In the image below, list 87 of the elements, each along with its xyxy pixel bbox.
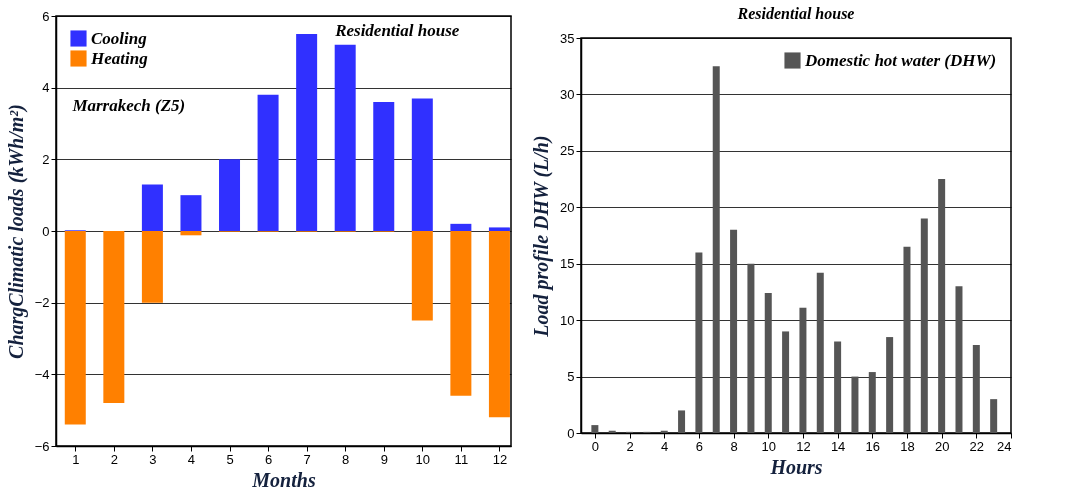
bar (64, 231, 86, 425)
bar (488, 227, 510, 231)
legend-label: Cooling (91, 28, 148, 48)
x-tick-label: 8 (730, 438, 738, 454)
bar (816, 272, 824, 433)
y-tick-label: 15 (560, 256, 575, 272)
bar (851, 376, 859, 433)
x-tick-label: 12 (796, 438, 811, 454)
x-tick-label: 8 (342, 451, 350, 467)
bar (141, 184, 163, 231)
x-tick-label: 2 (626, 438, 634, 454)
bar (764, 293, 772, 433)
bar (990, 399, 998, 433)
x-tick-label: 16 (865, 438, 881, 454)
chart-title: Residential house (736, 5, 855, 22)
y-tick-label: 35 (560, 30, 575, 46)
bar (450, 231, 472, 396)
y-tick-label: 0 (567, 425, 575, 441)
bar (450, 223, 472, 231)
bar (938, 179, 946, 433)
bar (730, 229, 738, 433)
x-tick-label: 10 (761, 438, 776, 454)
x-tick-label: 4 (661, 438, 669, 454)
bar (103, 231, 125, 403)
bar (411, 98, 433, 231)
x-tick-label: 6 (264, 451, 273, 467)
x-axis-title: Hours (769, 455, 823, 478)
y-tick-label: −4 (34, 366, 50, 382)
x-axis-title: Months (251, 468, 316, 491)
y-tick-label: −6 (34, 438, 50, 454)
annotation: Residential house (334, 21, 460, 41)
bar (782, 331, 790, 433)
x-tick-label: 9 (380, 451, 388, 467)
y-tick-label: 5 (567, 369, 575, 385)
bar (411, 231, 433, 321)
annotation: Marrakech (Z5) (71, 96, 186, 116)
bar (591, 425, 599, 433)
x-tick-label: 24 (997, 438, 1012, 454)
bar (219, 159, 241, 231)
bar (141, 231, 163, 303)
x-tick-label: 18 (900, 438, 915, 454)
x-tick-label: 5 (226, 451, 234, 467)
x-tick-label: 10 (415, 451, 431, 467)
bar (257, 94, 279, 231)
legend-label: Domestic hot water (DHW) (804, 50, 997, 70)
x-tick-label: 2 (110, 451, 118, 467)
y-axis-title: Load profile DHW (L/h) (530, 135, 554, 338)
x-tick-label: 11 (454, 451, 469, 467)
y-tick-label: 2 (42, 151, 50, 167)
bar (868, 372, 876, 433)
legend-label: Heating (90, 48, 149, 68)
bar (488, 231, 510, 418)
y-tick-label: 10 (560, 312, 575, 328)
x-tick-label: 22 (969, 438, 985, 454)
bar (886, 337, 894, 433)
bar (678, 410, 686, 433)
y-tick-label: 4 (42, 80, 50, 96)
x-tick-label: 12 (492, 451, 508, 467)
bar (747, 263, 755, 433)
x-tick-label: 20 (934, 438, 950, 454)
y-tick-label: 0 (42, 223, 50, 239)
y-tick-label: 20 (560, 199, 575, 215)
bar (920, 218, 928, 433)
bar (334, 44, 356, 231)
x-tick-label: 7 (303, 451, 311, 467)
bar (296, 33, 318, 231)
bar (903, 246, 911, 433)
bar (695, 252, 703, 433)
bar (180, 195, 202, 231)
bar (180, 231, 202, 236)
x-tick-label: 4 (187, 451, 196, 467)
x-tick-label: 6 (695, 438, 704, 454)
y-axis-title: ChargClimatic loads (kWh/m²) (4, 104, 28, 359)
bar (799, 307, 807, 433)
bar (834, 341, 842, 433)
bar (972, 344, 980, 433)
y-tick-label: 25 (560, 143, 575, 159)
bar (373, 102, 395, 231)
x-tick-label: 0 (591, 438, 599, 454)
x-tick-label: 14 (830, 438, 846, 454)
y-tick-label: −2 (34, 295, 50, 311)
x-tick-label: 1 (72, 451, 80, 467)
y-tick-label: 6 (42, 8, 50, 24)
bar (955, 286, 963, 433)
x-tick-label: 3 (149, 451, 157, 467)
bar (712, 66, 720, 433)
y-tick-label: 30 (560, 86, 575, 102)
